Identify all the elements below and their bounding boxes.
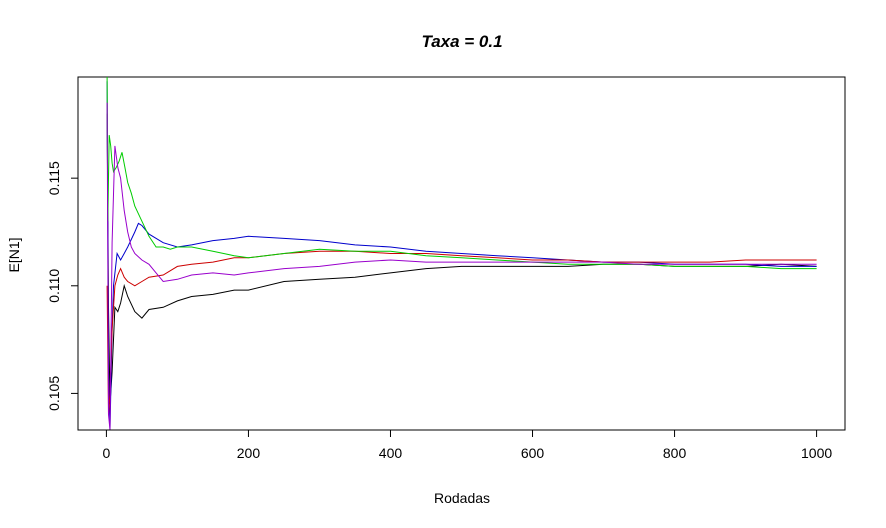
series-line-4 [106,76,817,270]
x-tick-label: 400 [379,445,403,461]
series-line-5 [106,102,817,431]
y-tick-label: 0.110 [46,269,62,303]
x-tick-label: 800 [663,445,687,461]
series-line-3 [106,250,817,415]
chart-title: Taxa = 0.1 [421,32,502,51]
y-tick-label: 0.105 [46,376,62,411]
x-tick-label: 1000 [801,445,832,461]
x-axis-label: Rodadas [434,490,490,506]
y-axis: 0.105 0.110 0.115 [46,161,79,411]
series-line-1 [106,113,817,405]
y-tick-label: 0.115 [46,161,62,195]
x-tick-label: 200 [237,445,261,461]
y-axis-label: E[N1] [6,237,22,272]
x-tick-label: 600 [521,445,545,461]
x-tick-label: 0 [103,445,111,461]
x-axis: 0 200 400 600 800 1000 [103,429,832,461]
series-layer [106,76,817,431]
